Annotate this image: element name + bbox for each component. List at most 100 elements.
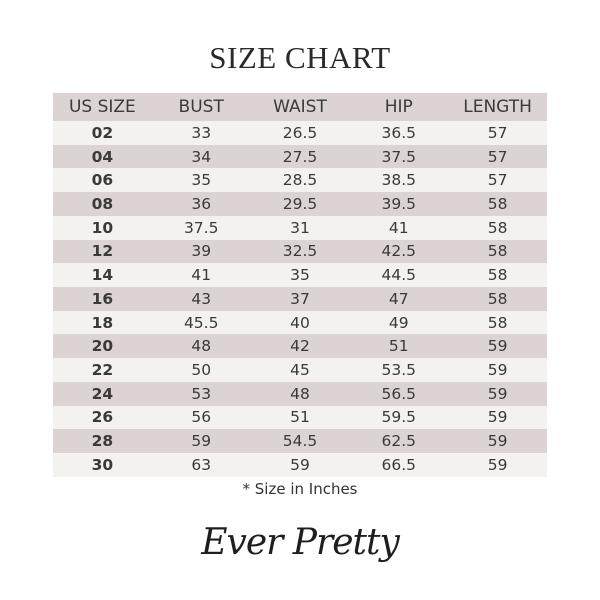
table-row: 30 63 59 66.5 59	[53, 453, 547, 477]
table-cell: 02	[53, 121, 152, 145]
table-cell: 28	[53, 429, 152, 454]
table-cell: 49	[349, 310, 449, 335]
table-cell: 16	[53, 287, 152, 311]
table-row: 14 41 35 44.5 58	[53, 263, 547, 288]
table-cell: 56.5	[349, 381, 449, 406]
table-cell: 51	[250, 405, 350, 430]
table-cell: 59	[448, 358, 547, 382]
table-row: 28 59 54.5 62.5 59	[53, 429, 547, 454]
column-header: LENGTH	[448, 93, 547, 121]
table-cell: 51	[349, 334, 449, 359]
table-cell: 29.5	[250, 192, 350, 216]
table-cell: 45	[250, 358, 350, 382]
table-row: 18 45.5 40 49 58	[53, 310, 547, 335]
table-cell: 33	[151, 121, 251, 145]
table-cell: 36	[151, 192, 251, 216]
table-cell: 27.5	[250, 144, 350, 169]
table-cell: 58	[448, 287, 547, 311]
column-header: US SIZE	[53, 93, 152, 121]
table-cell: 08	[53, 192, 152, 216]
table-cell: 37.5	[349, 144, 449, 169]
table-cell: 58	[448, 263, 547, 288]
table-cell: 58	[448, 192, 547, 216]
table-row: 10 37.5 31 41 58	[53, 215, 547, 240]
table-cell: 35	[250, 263, 350, 288]
table-cell: 20	[53, 334, 152, 359]
table-cell: 63	[151, 453, 251, 477]
table-row: 12 39 32.5 42.5 58	[53, 239, 547, 264]
table-cell: 57	[448, 144, 547, 169]
table-cell: 50	[151, 358, 251, 382]
table-cell: 54.5	[250, 429, 350, 454]
table-cell: 41	[349, 215, 449, 240]
table-cell: 24	[53, 381, 152, 406]
table-cell: 39.5	[349, 192, 449, 216]
table-cell: 58	[448, 310, 547, 335]
table-cell: 34	[151, 144, 251, 169]
table-cell: 59	[151, 429, 251, 454]
table-cell: 66.5	[349, 453, 449, 477]
table-cell: 14	[53, 263, 152, 288]
table-cell: 43	[151, 287, 251, 311]
table-cell: 41	[151, 263, 251, 288]
table-cell: 39	[151, 239, 251, 264]
table-cell: 31	[250, 215, 350, 240]
table-cell: 48	[250, 381, 350, 406]
table-cell: 47	[349, 287, 449, 311]
table-cell: 28.5	[250, 168, 350, 193]
page-title: SIZE CHART	[209, 40, 391, 75]
table-cell: 56	[151, 405, 251, 430]
table-cell: 48	[151, 334, 251, 359]
column-header: BUST	[151, 93, 251, 121]
column-header: HIP	[349, 93, 449, 121]
table-cell: 59	[448, 429, 547, 454]
table-cell: 22	[53, 358, 152, 382]
table-cell: 42	[250, 334, 350, 359]
table-row: 20 48 42 51 59	[53, 334, 547, 359]
table-row: 22 50 45 53.5 59	[53, 358, 547, 382]
table-cell: 10	[53, 215, 152, 240]
table-cell: 53.5	[349, 358, 449, 382]
table-cell: 35	[151, 168, 251, 193]
table-header-row: US SIZE BUST WAIST HIP LENGTH	[53, 93, 547, 121]
table-cell: 30	[53, 453, 152, 477]
table-row: 26 56 51 59.5 59	[53, 405, 547, 430]
table-cell: 58	[448, 239, 547, 264]
table-cell: 37.5	[151, 215, 251, 240]
size-chart-table: US SIZE BUST WAIST HIP LENGTH 02 33 26.5 36.5 57…	[53, 93, 547, 477]
units-note: * Size in Inches	[242, 480, 358, 498]
table-cell: 04	[53, 144, 152, 169]
table-cell: 59	[250, 453, 350, 477]
table-cell: 42.5	[349, 239, 449, 264]
table-cell: 59	[448, 453, 547, 477]
table-row: 08 36 29.5 39.5 58	[53, 192, 547, 216]
table-row: 02 33 26.5 36.5 57	[53, 121, 547, 145]
table-row: 16 43 37 47 58	[53, 287, 547, 311]
table-cell: 59.5	[349, 405, 449, 430]
table-cell: 38.5	[349, 168, 449, 193]
table-cell: 59	[448, 405, 547, 430]
table-cell: 26	[53, 405, 152, 430]
table-cell: 53	[151, 381, 251, 406]
table-cell: 57	[448, 168, 547, 193]
table-cell: 12	[53, 239, 152, 264]
table-cell: 58	[448, 215, 547, 240]
table-cell: 45.5	[151, 310, 251, 335]
table-row: 24 53 48 56.5 59	[53, 381, 547, 406]
table-cell: 32.5	[250, 239, 350, 264]
table-row: 06 35 28.5 38.5 57	[53, 168, 547, 193]
column-header: WAIST	[250, 93, 350, 121]
table-cell: 59	[448, 381, 547, 406]
table-cell: 36.5	[349, 121, 449, 145]
table-cell: 62.5	[349, 429, 449, 454]
table-cell: 06	[53, 168, 152, 193]
table-cell: 18	[53, 310, 152, 335]
table-cell: 40	[250, 310, 350, 335]
table-row: 04 34 27.5 37.5 57	[53, 144, 547, 169]
brand-logo: Ever Pretty	[201, 522, 400, 563]
table-cell: 59	[448, 334, 547, 359]
table-cell: 44.5	[349, 263, 449, 288]
table-cell: 57	[448, 121, 547, 145]
table-cell: 37	[250, 287, 350, 311]
table-cell: 26.5	[250, 121, 350, 145]
